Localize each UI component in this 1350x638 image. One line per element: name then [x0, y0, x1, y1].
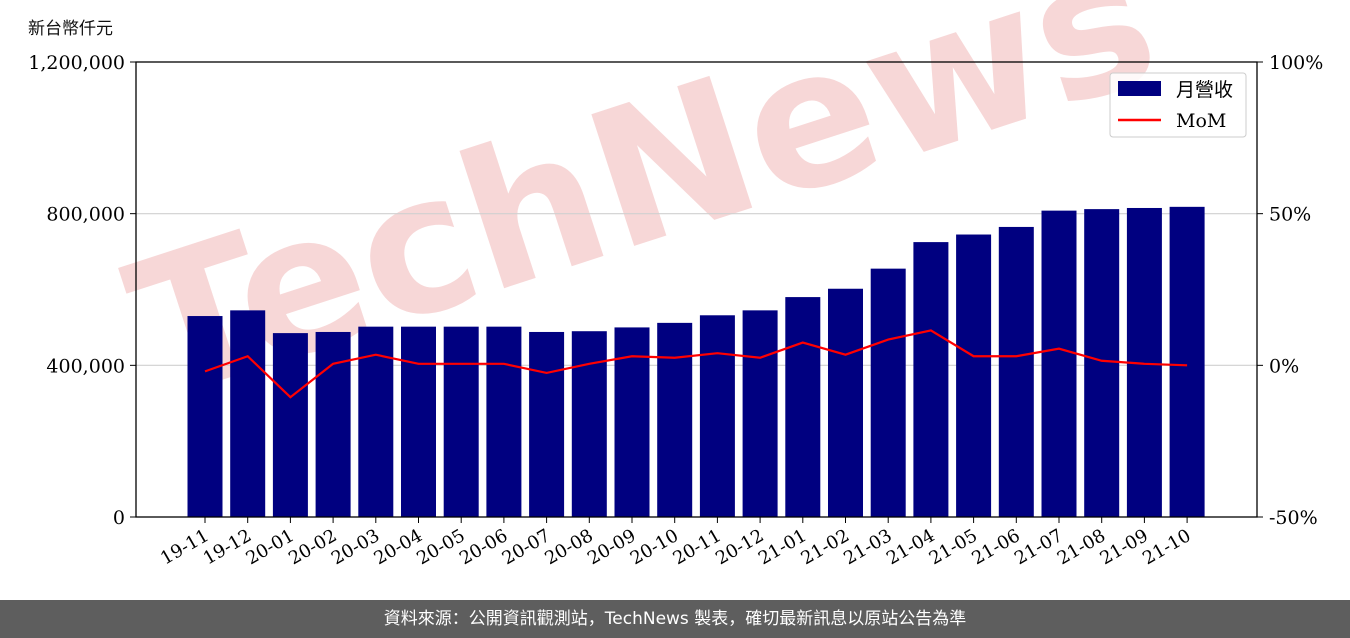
- x-tick-label: 20-08: [541, 525, 596, 569]
- legend-label-mom: MoM: [1176, 110, 1226, 132]
- right-axis: -50% 0% 50% 100%: [1257, 52, 1323, 529]
- revenue-bar: [358, 326, 394, 517]
- source-footer: 資料來源：公開資訊觀測站，TechNews 製表，確切最新訊息以原站公告為準: [0, 600, 1350, 638]
- right-tick-label: 50%: [1269, 204, 1311, 226]
- x-tick-label: 21-02: [798, 525, 853, 569]
- x-tick-label: 21-06: [968, 525, 1023, 569]
- revenue-bar: [1169, 206, 1205, 517]
- revenue-bars: [187, 206, 1205, 518]
- x-tick-label: 20-10: [627, 525, 682, 569]
- x-tick-label: 21-05: [926, 525, 981, 569]
- unit-label: 新台幣仟元: [28, 19, 113, 39]
- x-tick-label: 21-08: [1054, 525, 1109, 569]
- left-tick-label: 0: [113, 507, 125, 529]
- x-tick-label: 20-02: [285, 525, 340, 569]
- x-tick-label: 20-12: [712, 525, 767, 569]
- right-tick-label: 100%: [1269, 52, 1323, 74]
- revenue-bar: [742, 310, 778, 517]
- x-tick-label: 20-01: [242, 525, 297, 569]
- revenue-bar: [486, 326, 522, 517]
- revenue-bar: [272, 333, 308, 517]
- revenue-bar: [401, 326, 436, 517]
- x-tick-label: 20-04: [371, 525, 426, 569]
- revenue-bar: [315, 331, 351, 517]
- x-tick-label: 21-03: [840, 525, 895, 569]
- x-tick-label: 20-09: [584, 525, 639, 569]
- revenue-bar: [1041, 210, 1077, 517]
- revenue-bar: [230, 310, 266, 517]
- x-axis: 19-1119-1220-0120-0220-0320-0420-0520-06…: [157, 517, 1195, 569]
- revenue-bar: [870, 268, 906, 517]
- x-tick-label: 21-09: [1096, 525, 1151, 569]
- left-axis: 0 400,000 800,000 1,200,000: [28, 52, 136, 529]
- left-tick-label: 1,200,000: [28, 52, 125, 74]
- x-tick-label: 20-05: [413, 525, 468, 569]
- mom-line: [204, 329, 1188, 399]
- right-tick-label: -50%: [1269, 507, 1318, 529]
- revenue-bar: [657, 322, 693, 517]
- x-tick-label: 20-06: [456, 525, 511, 569]
- x-tick-label: 19-11: [157, 525, 212, 569]
- x-tick-label: 20-03: [328, 525, 383, 569]
- x-tick-label: 21-01: [755, 525, 810, 569]
- right-tick-label: 0%: [1269, 355, 1299, 377]
- revenue-bar: [443, 326, 479, 517]
- x-tick-label: 21-07: [1011, 525, 1066, 569]
- revenue-bar: [998, 226, 1034, 517]
- revenue-bar: [571, 331, 607, 517]
- left-tick-label: 400,000: [46, 355, 125, 377]
- x-tick-label: 21-10: [1139, 525, 1194, 569]
- revenue-bar: [828, 288, 863, 517]
- revenue-bar: [956, 234, 992, 518]
- plot-frame: [135, 61, 1258, 518]
- revenue-bar: [913, 242, 949, 517]
- legend-label-revenue: 月營收: [1176, 79, 1233, 101]
- legend: 月營收 MoM: [1109, 72, 1247, 138]
- x-tick-label: 20-11: [669, 525, 724, 569]
- revenue-bar: [1084, 209, 1120, 517]
- revenue-bar: [187, 316, 223, 517]
- x-tick-label: 20-07: [499, 525, 554, 569]
- revenue-bar: [785, 297, 821, 517]
- legend-bar-swatch: [1118, 81, 1161, 96]
- x-tick-label: 19-12: [200, 525, 255, 569]
- revenue-bar: [529, 331, 565, 517]
- x-tick-label: 21-04: [883, 525, 938, 569]
- revenue-bar: [699, 315, 735, 517]
- left-tick-label: 800,000: [46, 204, 125, 226]
